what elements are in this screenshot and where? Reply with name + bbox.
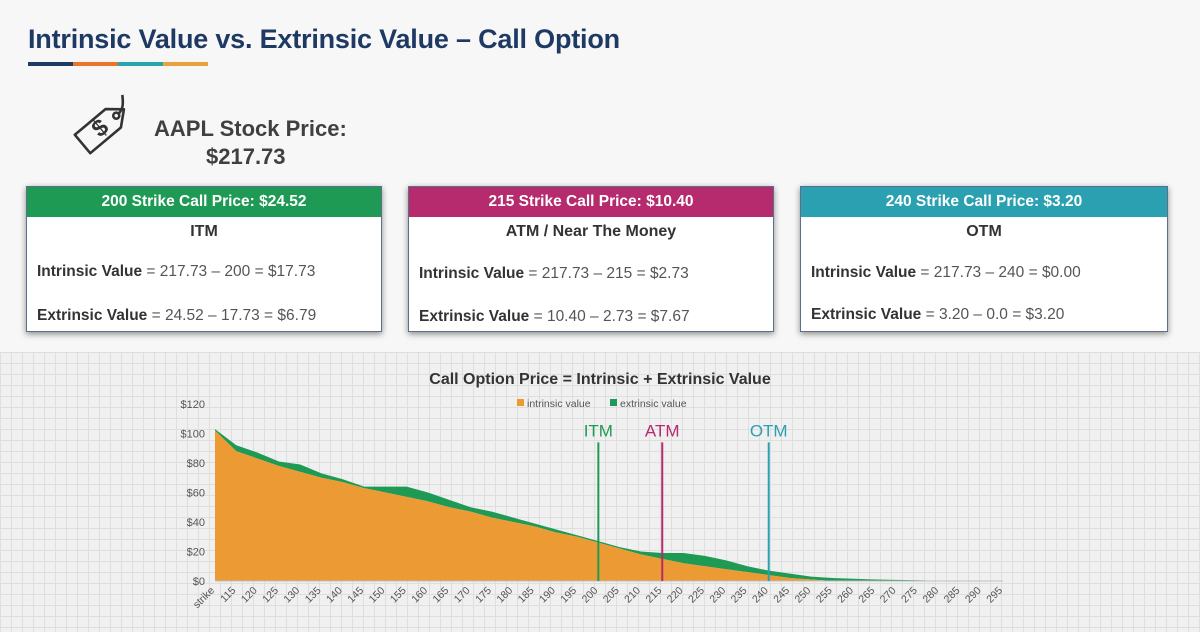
x-tick-label: 245: [771, 585, 792, 606]
call-option-chart: Call Option Price = Intrinsic + Extrinsi…: [181, 371, 1006, 611]
y-tick-label: $120: [181, 399, 205, 411]
x-tick-label: 190: [537, 585, 558, 606]
intrinsic-label: Intrinsic Value: [419, 265, 525, 282]
title-underline-seg-4: [163, 62, 208, 66]
extrinsic-label: Extrinsic Value: [811, 306, 922, 323]
y-tick-label: $20: [187, 547, 205, 559]
intrinsic-line: Intrinsic Value = 217.73 – 240 = $0.00: [811, 264, 1081, 282]
intrinsic-formula: = 217.73 – 200 = $17.73: [142, 263, 316, 280]
card-atm: 215 Strike Call Price: $10.40 ATM / Near…: [408, 186, 774, 332]
y-tick-label: $80: [187, 458, 205, 470]
card-header: 240 Strike Call Price: $3.20: [801, 187, 1167, 217]
legend-swatch: [610, 399, 617, 406]
title-underline-seg-1: [28, 62, 73, 66]
legend-swatch: [517, 399, 524, 406]
extrinsic-line: Extrinsic Value = 24.52 – 17.73 = $6.79: [37, 307, 316, 325]
x-tick-label: 180: [494, 585, 515, 606]
x-tick-label: 220: [665, 585, 686, 606]
x-tick-label: 150: [367, 585, 388, 606]
y-tick-label: $0: [193, 576, 205, 588]
extrinsic-line: Extrinsic Value = 10.40 – 2.73 = $7.67: [419, 308, 690, 326]
x-tick-label: 270: [878, 585, 899, 606]
marker-label-itm: ITM: [584, 421, 613, 440]
y-tick-label: $100: [181, 429, 205, 441]
intrinsic-formula: = 217.73 – 240 = $0.00: [916, 264, 1081, 281]
x-tick-label: 290: [963, 585, 984, 606]
extrinsic-formula: = 10.40 – 2.73 = $7.67: [529, 308, 690, 325]
card-header: 200 Strike Call Price: $24.52: [27, 187, 381, 217]
x-tick-label: 215: [643, 585, 664, 606]
x-tick-label: 175: [473, 585, 494, 606]
page-title: Intrinsic Value vs. Extrinsic Value – Ca…: [28, 24, 620, 54]
y-axis: $0 $20 $40 $60 $80 $100 $120: [181, 399, 205, 588]
extrinsic-label: Extrinsic Value: [419, 308, 530, 325]
x-tick-label: 130: [281, 585, 302, 606]
intrinsic-label: Intrinsic Value: [37, 263, 143, 280]
x-tick-label: 260: [835, 585, 856, 606]
chart-markers: ITM ATM OTM: [584, 421, 788, 581]
chart-background: [0, 352, 1200, 632]
x-tick-label: 145: [345, 585, 366, 606]
x-tick-label: 295: [984, 585, 1005, 606]
price-tag-dollar-icon: $: [64, 86, 144, 166]
marker-label-otm: OTM: [750, 421, 788, 440]
stock-price-title: AAPL Stock Price:: [154, 116, 347, 141]
x-tick-label: 265: [856, 585, 877, 606]
y-tick-label: $60: [187, 488, 205, 500]
x-tick-label: 165: [431, 585, 452, 606]
x-tick-label: 240: [750, 585, 771, 606]
x-tick-label: 230: [707, 585, 728, 606]
legend-label: extrinsic value: [620, 398, 687, 410]
x-tick-label: 275: [899, 585, 920, 606]
x-tick-label: 160: [409, 585, 430, 606]
card-otm: 240 Strike Call Price: $3.20 OTM Intrins…: [800, 186, 1168, 332]
marker-label-atm: ATM: [645, 421, 680, 440]
chart-title: Call Option Price = Intrinsic + Extrinsi…: [429, 371, 771, 388]
x-tick-label: 255: [814, 585, 835, 606]
x-tick-label: 225: [686, 585, 707, 606]
title-underline-seg-2: [73, 62, 118, 66]
extrinsic-formula: = 24.52 – 17.73 = $6.79: [147, 307, 317, 324]
card-status: ATM / Near The Money: [505, 223, 677, 240]
stock-price-value: $217.73: [206, 144, 286, 169]
x-tick-label: 250: [793, 585, 814, 606]
card-status: ITM: [190, 223, 218, 240]
x-tick-label: 125: [260, 585, 281, 606]
chart-areas: [215, 429, 1003, 581]
x-tick-label: 285: [942, 585, 963, 606]
title-underline-seg-3: [118, 62, 163, 66]
x-tick-label: strike: [191, 585, 217, 611]
x-tick-label: 155: [388, 585, 409, 606]
x-tick-label: 280: [920, 585, 941, 606]
extrinsic-label: Extrinsic Value: [37, 307, 148, 324]
x-tick-label: 200: [580, 585, 601, 606]
intrinsic-value-area: [215, 430, 1003, 581]
legend-label: intrinsic value: [527, 398, 591, 410]
svg-text:$: $: [87, 113, 115, 143]
x-tick-label: 210: [622, 585, 643, 606]
y-tick-label: $40: [187, 517, 205, 529]
intrinsic-label: Intrinsic Value: [811, 264, 917, 281]
x-tick-label: 115: [218, 585, 238, 605]
x-tick-label: 195: [558, 585, 579, 606]
card-itm: 200 Strike Call Price: $24.52 ITM Intrin…: [26, 186, 382, 332]
extrinsic-formula: = 3.20 – 0.0 = $3.20: [921, 306, 1065, 323]
stock-price-label: AAPL Stock Price: $217.73: [154, 115, 354, 171]
card-status: OTM: [966, 223, 1002, 240]
chart-legend: intrinsic value extrinsic value: [517, 398, 687, 410]
title-underline: [28, 62, 208, 66]
intrinsic-line: Intrinsic Value = 217.73 – 200 = $17.73: [37, 263, 315, 281]
x-tick-label: 170: [452, 585, 473, 606]
x-tick-label: 235: [729, 585, 750, 606]
card-header: 215 Strike Call Price: $10.40: [409, 187, 773, 217]
intrinsic-formula: = 217.73 – 215 = $2.73: [524, 265, 689, 282]
extrinsic-line: Extrinsic Value = 3.20 – 0.0 = $3.20: [811, 306, 1064, 324]
x-tick-label: 120: [239, 585, 260, 606]
x-tick-label: 140: [324, 585, 345, 606]
x-tick-label: 135: [303, 585, 324, 606]
x-tick-label: 185: [516, 585, 537, 606]
x-axis: strike 115 120 125 130 135 140 145 150 155 160 165 1…: [191, 580, 1005, 611]
intrinsic-line: Intrinsic Value = 217.73 – 215 = $2.73: [419, 265, 689, 283]
x-tick-label: 205: [601, 585, 622, 606]
